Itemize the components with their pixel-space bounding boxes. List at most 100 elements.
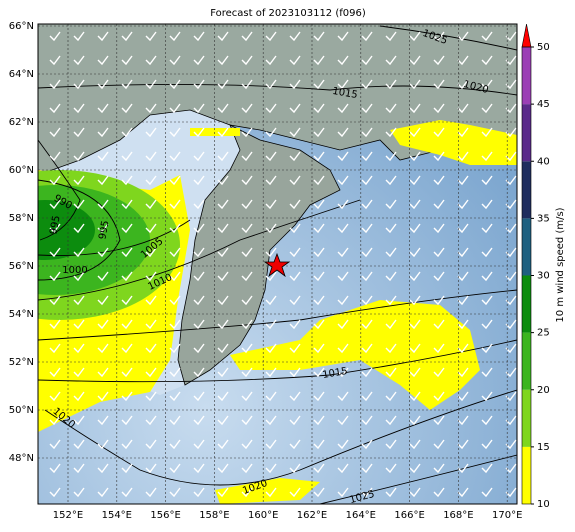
wind-barb (169, 247, 181, 258)
wind-barb (385, 103, 397, 114)
wind-barb (313, 487, 325, 498)
wind-barb (193, 415, 205, 426)
wind-barb (385, 223, 397, 234)
colorbar-tick-label: 25 (537, 328, 550, 339)
wind-barb (49, 319, 61, 330)
wind-barb (145, 79, 157, 90)
wind-barb (433, 31, 445, 42)
wind-barb (97, 55, 109, 66)
wind-barb (481, 271, 493, 282)
lat-label: 64°N (9, 69, 34, 80)
wind-barb (289, 271, 301, 282)
wind-barb (481, 151, 493, 162)
wind-barb (73, 103, 85, 114)
wind-barb (241, 271, 253, 282)
wind-barb (361, 223, 373, 234)
wind-barb (241, 175, 253, 186)
wind-barb (337, 391, 349, 402)
colorbar-tick-label: 35 (537, 213, 550, 224)
wind-barb (121, 55, 133, 66)
colorbar-extend (521, 23, 532, 48)
wind-barb (313, 31, 325, 42)
wind-barb (169, 223, 181, 234)
lon-label: 162°E (297, 510, 327, 521)
wind-barb (241, 127, 253, 138)
wind-barb (337, 127, 349, 138)
wind-barb (409, 439, 421, 450)
wind-barb (169, 439, 181, 450)
wind-barb (313, 79, 325, 90)
wind-barb (433, 127, 445, 138)
wind-barb (217, 247, 229, 258)
wind-barb (337, 175, 349, 186)
wind-barb (145, 103, 157, 114)
wind-barb (73, 463, 85, 474)
wind-barb (313, 319, 325, 330)
wind-barb (241, 367, 253, 378)
wind-barb (289, 127, 301, 138)
wind-barb (313, 367, 325, 378)
colorbar-segment (522, 104, 531, 162)
wind-barb (97, 127, 109, 138)
wind-barb (97, 391, 109, 402)
wind-barb (457, 199, 469, 210)
wind-barb (121, 79, 133, 90)
wind-barb (241, 343, 253, 354)
wind-barb (193, 223, 205, 234)
wind-barb (193, 199, 205, 210)
wind-barb (385, 343, 397, 354)
wind-barb (313, 439, 325, 450)
wind-barb (193, 271, 205, 282)
colorbar-tick-label: 30 (537, 271, 550, 282)
wind-barb (289, 79, 301, 90)
wind-barb (313, 247, 325, 258)
wind-shading (215, 478, 320, 504)
wind-barb (241, 151, 253, 162)
wind-barb (433, 415, 445, 426)
wind-barb (481, 31, 493, 42)
wind-barb (289, 391, 301, 402)
wind-barb (433, 319, 445, 330)
wind-barb (217, 319, 229, 330)
wind-barb (265, 199, 277, 210)
colorbar-tick-label: 15 (537, 442, 550, 453)
wind-barb (241, 55, 253, 66)
wind-barb (457, 343, 469, 354)
wind-barb (337, 79, 349, 90)
wind-barb (49, 199, 61, 210)
wind-barb (73, 367, 85, 378)
wind-barbs (49, 31, 517, 498)
wind-barb (145, 463, 157, 474)
wind-barb (217, 175, 229, 186)
wind-barb (169, 319, 181, 330)
wind-barb (217, 295, 229, 306)
wind-barb (409, 79, 421, 90)
wind-barb (361, 391, 373, 402)
wind-barb (457, 271, 469, 282)
wind-shading (390, 120, 517, 165)
colorbar-tick-label: 20 (537, 385, 550, 396)
wind-barb (433, 271, 445, 282)
colorbar-tick-label: 45 (537, 99, 550, 110)
wind-barb (313, 295, 325, 306)
wind-barb (169, 175, 181, 186)
wind-barb (361, 343, 373, 354)
wind-barb (193, 463, 205, 474)
wind-barb (145, 151, 157, 162)
wind-barb (217, 199, 229, 210)
wind-barb (265, 439, 277, 450)
wind-barb (313, 463, 325, 474)
wind-barb (73, 415, 85, 426)
lon-label: 160°E (248, 510, 278, 521)
wind-barb (457, 367, 469, 378)
wind-barb (337, 223, 349, 234)
wind-barb (361, 103, 373, 114)
wind-barb (49, 151, 61, 162)
wind-barb (457, 103, 469, 114)
wind-barb (73, 391, 85, 402)
wind-barb (337, 319, 349, 330)
wind-barb (313, 271, 325, 282)
wind-barb (385, 55, 397, 66)
wind-barb (361, 439, 373, 450)
